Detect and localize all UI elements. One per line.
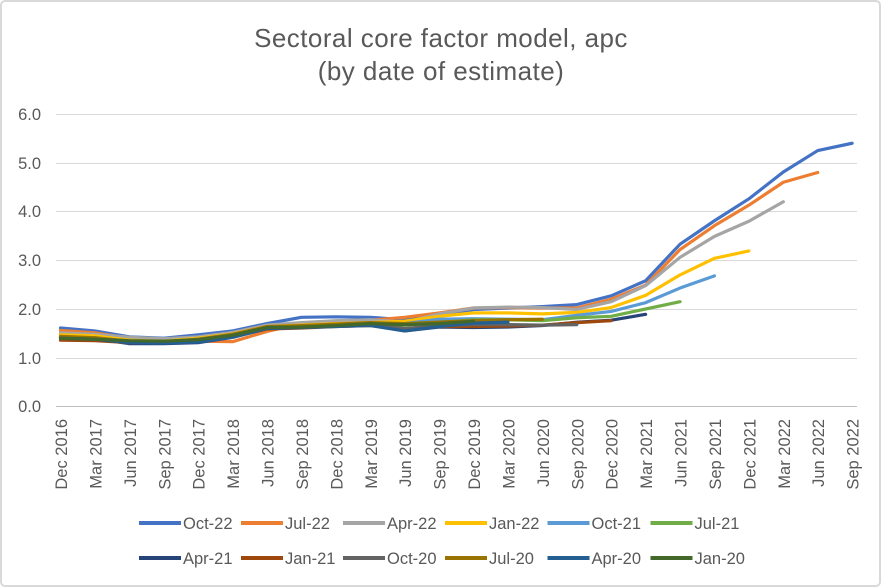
- svg-text:6.0: 6.0: [18, 106, 41, 124]
- svg-text:Mar 2020: Mar 2020: [500, 419, 518, 489]
- svg-text:Oct-20: Oct-20: [387, 550, 437, 568]
- svg-text:(by date of estimate): (by date of estimate): [318, 56, 564, 86]
- svg-text:0.0: 0.0: [18, 398, 41, 416]
- svg-text:Sep 2020: Sep 2020: [569, 419, 587, 490]
- svg-text:1.0: 1.0: [18, 350, 41, 368]
- svg-text:Jan-22: Jan-22: [489, 515, 539, 533]
- svg-text:Mar 2021: Mar 2021: [638, 419, 656, 489]
- svg-text:Jul-21: Jul-21: [695, 515, 740, 533]
- svg-text:Jan-21: Jan-21: [285, 550, 335, 568]
- svg-text:Apr-22: Apr-22: [387, 515, 437, 533]
- svg-text:Jun 2017: Jun 2017: [122, 419, 140, 487]
- svg-text:Oct-21: Oct-21: [592, 515, 642, 533]
- svg-text:Mar 2017: Mar 2017: [87, 419, 105, 489]
- svg-text:Mar 2018: Mar 2018: [225, 419, 243, 489]
- svg-text:Jul-20: Jul-20: [489, 550, 534, 568]
- svg-text:Sep 2021: Sep 2021: [707, 419, 725, 490]
- svg-text:3.0: 3.0: [18, 252, 41, 270]
- svg-text:Dec 2021: Dec 2021: [741, 419, 759, 490]
- svg-text:Jun 2021: Jun 2021: [673, 419, 691, 487]
- svg-text:Dec 2019: Dec 2019: [466, 419, 484, 490]
- svg-text:Sep 2019: Sep 2019: [432, 419, 450, 490]
- svg-text:Sep 2022: Sep 2022: [845, 419, 863, 490]
- svg-text:Jun 2018: Jun 2018: [260, 419, 278, 487]
- svg-text:Sectoral core factor model, ap: Sectoral core factor model, apc: [254, 23, 628, 53]
- svg-text:Jun 2022: Jun 2022: [810, 419, 828, 487]
- svg-text:Dec 2020: Dec 2020: [604, 419, 622, 490]
- svg-text:Apr-20: Apr-20: [592, 550, 642, 568]
- svg-text:Apr-21: Apr-21: [183, 550, 233, 568]
- svg-text:Mar 2019: Mar 2019: [363, 419, 381, 489]
- svg-text:Jun 2019: Jun 2019: [397, 419, 415, 487]
- svg-text:Dec 2016: Dec 2016: [53, 419, 71, 490]
- svg-text:Dec 2018: Dec 2018: [328, 419, 346, 490]
- svg-text:Mar 2022: Mar 2022: [776, 419, 794, 489]
- svg-text:Jul-22: Jul-22: [285, 515, 330, 533]
- svg-text:Sep 2017: Sep 2017: [156, 419, 174, 490]
- svg-text:4.0: 4.0: [18, 203, 41, 221]
- svg-text:Jun 2020: Jun 2020: [535, 419, 553, 487]
- svg-text:5.0: 5.0: [18, 155, 41, 173]
- svg-text:Jan-20: Jan-20: [695, 550, 745, 568]
- svg-text:Oct-22: Oct-22: [183, 515, 233, 533]
- svg-text:Sep 2018: Sep 2018: [294, 419, 312, 490]
- svg-text:Dec 2017: Dec 2017: [191, 419, 209, 490]
- svg-text:2.0: 2.0: [18, 301, 41, 319]
